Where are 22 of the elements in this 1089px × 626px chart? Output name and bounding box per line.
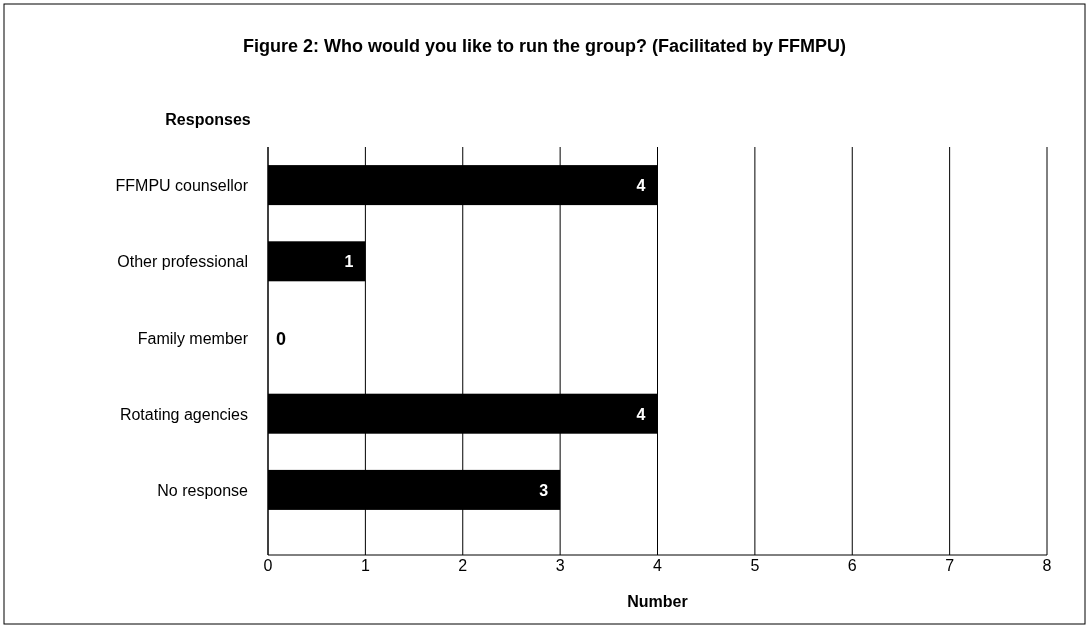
x-tick-label: 8 bbox=[1042, 557, 1052, 574]
x-tick-label: 5 bbox=[750, 557, 760, 574]
y-axis-title: Responses bbox=[165, 111, 251, 128]
y-tick-label: Other professional bbox=[117, 253, 248, 271]
data-label: 4 bbox=[636, 177, 646, 195]
x-tick-label: 6 bbox=[847, 557, 857, 574]
x-tick-label: 0 bbox=[263, 557, 273, 574]
data-label: 4 bbox=[636, 405, 646, 423]
x-axis-title: Number bbox=[627, 593, 688, 610]
x-tick-label: 3 bbox=[555, 557, 565, 574]
data-label: 3 bbox=[539, 481, 549, 499]
chart-title: Figure 2: Who would you like to run the group? (Facilitated by FFMPU) bbox=[243, 36, 846, 56]
x-tick-label: 4 bbox=[653, 557, 663, 574]
x-tick-label: 7 bbox=[945, 557, 955, 574]
data-label: 1 bbox=[344, 253, 354, 271]
y-tick-label: FFMPU counsellor bbox=[115, 177, 249, 195]
y-tick-label: No response bbox=[157, 481, 249, 499]
y-tick-label: Rotating agencies bbox=[119, 405, 248, 423]
x-tick-label: 1 bbox=[360, 557, 370, 574]
data-label: 0 bbox=[276, 328, 287, 349]
x-tick-label: 2 bbox=[458, 557, 468, 574]
y-tick-label: Family member bbox=[137, 329, 249, 347]
